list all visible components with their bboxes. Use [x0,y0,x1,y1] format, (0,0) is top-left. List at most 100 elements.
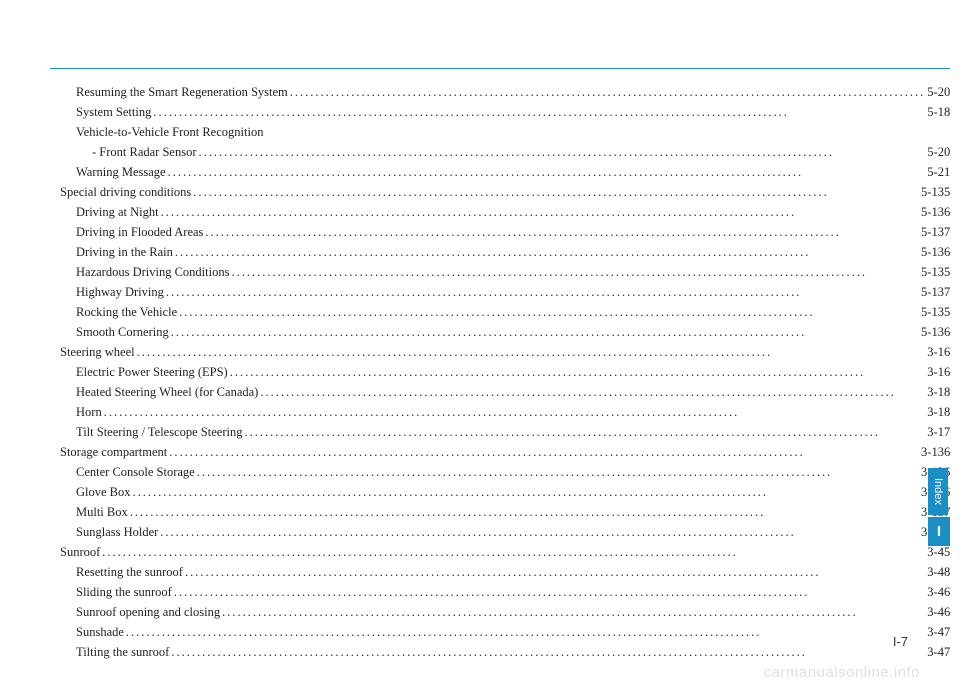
toc-page: 3-16 [925,362,950,382]
toc-leader [185,562,925,582]
toc-label: Sunroof opening and closing [76,602,222,622]
toc-label: Hazardous Driving Conditions [76,262,231,282]
toc-page: 5-135 [919,182,950,202]
toc-page: 3-48 [925,562,950,582]
page-number: I-7 [893,634,908,649]
toc-label: Driving in the Rain [76,242,175,262]
toc-label: Multi Box [76,502,130,522]
toc-page: 3-46 [925,582,950,602]
toc-label: Glove Box [76,482,133,502]
tab-letter: I [928,517,950,546]
toc-leader [179,302,919,322]
toc-label: Sunshade [76,622,126,642]
toc-entry: Smooth Cornering 5-136 [60,322,950,342]
toc-leader [197,462,919,482]
toc-leader [290,82,926,102]
toc-page: 5-20 [925,142,950,162]
toc-label: Tilt Steering / Telescope Steering [76,422,244,442]
toc-page: 5-137 [919,222,950,242]
toc-entry: Rocking the Vehicle5-135 [60,302,950,322]
toc-page: 3-47 [925,642,950,662]
toc-leader [133,482,920,502]
toc-entry: Sliding the sunroof 3-46 [60,582,950,602]
toc-entry: Resuming the Smart Regeneration System 5-… [60,82,950,102]
toc-entry: Sunshade 3-47 [60,622,950,642]
top-rule [50,68,950,69]
toc-page: 5-135 [919,302,950,322]
toc-label: Steering wheel [60,342,137,362]
toc-page: 3-47 [925,622,950,642]
toc-label: Resuming the Smart Regeneration System [76,82,290,102]
toc-label: Sunroof [60,542,102,562]
toc-label: Highway Driving [76,282,166,302]
toc-leader [244,422,925,442]
toc-page: 5-136 [919,322,950,342]
toc-leader [174,582,925,602]
toc-label: Electric Power Steering (EPS) [76,362,230,382]
toc-entry: Special driving conditions 5-135 [60,182,950,202]
toc-label: Smooth Cornering [76,322,171,342]
toc-label: Heated Steering Wheel (for Canada) [76,382,260,402]
toc-entry: Warning Message 5-21 [60,162,950,182]
toc-leader [130,502,919,522]
toc-entry: Electric Power Steering (EPS) 3-16 [60,362,950,382]
toc-entry: - Front Radar Sensor 5-20 [60,142,950,162]
toc-page: 3-18 [925,402,950,422]
toc-entry: Driving at Night 5-136 [60,202,950,222]
toc-leader [168,162,926,182]
toc-leader [222,602,925,622]
toc-label: Driving at Night [76,202,161,222]
toc-leader [102,542,925,562]
toc-label: - Front Radar Sensor [92,142,199,162]
toc-page: 5-137 [919,282,950,302]
toc-leader [199,142,926,162]
tab-label: Index [928,468,948,515]
toc-page: 3-16 [925,342,950,362]
toc-page: 5-136 [919,242,950,262]
toc-entry: Vehicle-to-Vehicle Front Recognition [60,122,950,142]
toc-leader [205,222,919,242]
toc-entry: Resetting the sunroof3-48 [60,562,950,582]
toc-leader [104,402,926,422]
toc-entry: Glove Box3-136 [60,482,950,502]
index-content: Resuming the Smart Regeneration System5-… [60,82,920,662]
toc-entry: Driving in the Rain 5-136 [60,242,950,262]
toc-leader [137,342,926,362]
toc-leader [160,522,919,542]
toc-label: Horn [76,402,104,422]
toc-page: 5-18 [925,102,950,122]
toc-label: Warning Message [76,162,168,182]
toc-label: Driving in Flooded Areas [76,222,205,242]
toc-leader [230,362,926,382]
toc-leader [169,442,919,462]
toc-entry: Highway Driving 5-137 [60,282,950,302]
toc-leader [126,622,925,642]
toc-page: 5-21 [925,162,950,182]
toc-leader [161,202,919,222]
watermark: carmanualsonline.info [764,664,920,681]
toc-leader [171,322,919,342]
toc-page: 3-18 [925,382,950,402]
toc-entry: Steering wheel 3-16 [60,342,950,362]
toc-page: 3-17 [925,422,950,442]
toc-label: Vehicle-to-Vehicle Front Recognition [76,122,265,142]
toc-label: System Setting [76,102,153,122]
toc-entry: Tilt Steering / Telescope Steering 3-17 [60,422,950,442]
toc-leader [166,282,919,302]
toc-leader [171,642,925,662]
toc-label: Sliding the sunroof [76,582,174,602]
toc-page: 5-20 [925,82,950,102]
toc-label: Tilting the sunroof [76,642,171,662]
toc-entry: Driving in Flooded Areas 5-137 [60,222,950,242]
toc-leader [175,242,919,262]
toc-leader [231,262,919,282]
toc-entry: Heated Steering Wheel (for Canada) 3-18 [60,382,950,402]
toc-page: 5-136 [919,202,950,222]
toc-label: Special driving conditions [60,182,193,202]
toc-entry: Center Console Storage3-136 [60,462,950,482]
toc-leader [193,182,919,202]
toc-entry: Sunroof opening and closing3-46 [60,602,950,622]
toc-entry: Hazardous Driving Conditions 5-135 [60,262,950,282]
left-column: Resuming the Smart Regeneration System 5-… [60,82,950,662]
toc-page: 5-135 [919,262,950,282]
